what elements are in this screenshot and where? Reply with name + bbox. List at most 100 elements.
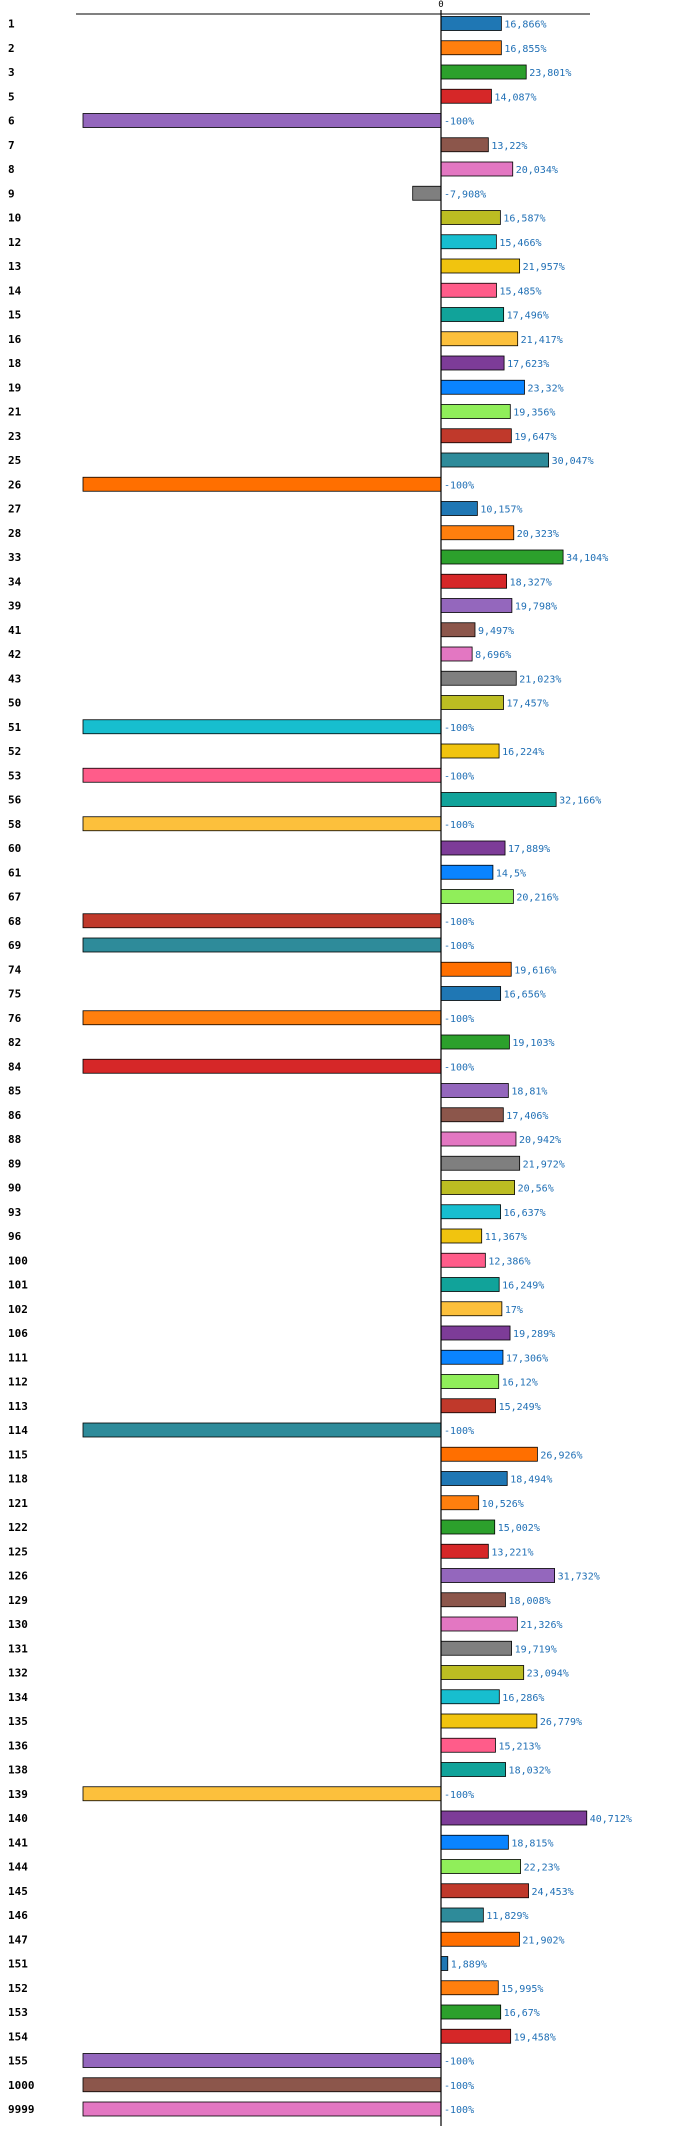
category-label-14: 14 bbox=[8, 284, 22, 297]
value-label-28: 20,323% bbox=[517, 529, 559, 540]
category-label-102: 102 bbox=[8, 1303, 28, 1316]
category-label-25: 25 bbox=[8, 454, 21, 467]
bar-75 bbox=[440, 986, 502, 1001]
category-label-89: 89 bbox=[8, 1157, 21, 1170]
bar-155 bbox=[82, 2053, 442, 2068]
category-label-115: 115 bbox=[8, 1448, 28, 1461]
bar-88 bbox=[440, 1131, 517, 1147]
value-label-135: 26,779% bbox=[540, 1717, 582, 1728]
value-label-93: 16,637% bbox=[504, 1208, 546, 1219]
bar-114 bbox=[82, 1422, 442, 1438]
value-label-56: 32,166% bbox=[559, 796, 601, 807]
bar-1 bbox=[440, 16, 502, 31]
value-label-42: 8,696% bbox=[475, 650, 511, 661]
category-label-134: 134 bbox=[8, 1691, 28, 1704]
value-label-132: 23,094% bbox=[527, 1669, 569, 1680]
value-label-88: 20,942% bbox=[519, 1135, 561, 1146]
value-label-9: -7,908% bbox=[444, 189, 486, 200]
bar-131 bbox=[440, 1640, 512, 1656]
category-label-151: 151 bbox=[8, 1958, 28, 1971]
category-label-132: 132 bbox=[8, 1667, 28, 1680]
category-label-114: 114 bbox=[8, 1424, 28, 1437]
value-label-139: -100% bbox=[444, 1790, 474, 1801]
value-label-12: 15,466% bbox=[499, 238, 541, 249]
bar-13 bbox=[440, 258, 521, 274]
value-label-96: 11,367% bbox=[485, 1232, 527, 1243]
value-label-121: 10,526% bbox=[482, 1499, 524, 1510]
bar-112 bbox=[440, 1374, 500, 1389]
value-label-10: 16,587% bbox=[503, 214, 545, 225]
category-label-144: 144 bbox=[8, 1861, 28, 1874]
value-label-90: 20,56% bbox=[518, 1184, 554, 1195]
value-label-69: -100% bbox=[444, 941, 474, 952]
category-label-147: 147 bbox=[8, 1933, 28, 1946]
bar-18 bbox=[440, 355, 505, 371]
category-label-136: 136 bbox=[8, 1739, 28, 1752]
bar-10 bbox=[440, 210, 501, 225]
value-label-75: 16,656% bbox=[504, 990, 546, 1001]
value-label-152: 15,995% bbox=[501, 1984, 543, 1995]
bar-21 bbox=[440, 404, 511, 419]
value-label-111: 17,306% bbox=[506, 1353, 548, 1364]
value-label-76: -100% bbox=[444, 1014, 474, 1025]
value-label-144: 22,23% bbox=[524, 1863, 560, 1874]
bar-7 bbox=[440, 137, 489, 153]
category-label-58: 58 bbox=[8, 818, 21, 831]
bar-1000 bbox=[82, 2077, 442, 2093]
value-label-129: 18,008% bbox=[508, 1596, 550, 1607]
category-label-13: 13 bbox=[8, 260, 21, 273]
bar-118 bbox=[440, 1471, 508, 1486]
bar-3 bbox=[440, 64, 527, 80]
category-label-135: 135 bbox=[8, 1715, 28, 1728]
bar-85 bbox=[440, 1083, 509, 1098]
bar-43 bbox=[440, 670, 517, 686]
bar-146 bbox=[440, 1907, 484, 1923]
bar-41 bbox=[440, 622, 476, 638]
category-label-60: 60 bbox=[8, 842, 21, 855]
value-label-6: -100% bbox=[444, 117, 474, 128]
bar-96 bbox=[440, 1228, 483, 1244]
value-label-33: 34,104% bbox=[566, 553, 608, 564]
value-label-115: 26,926% bbox=[540, 1450, 582, 1461]
value-label-41: 9,497% bbox=[478, 626, 514, 637]
category-label-82: 82 bbox=[8, 1036, 21, 1049]
bar-53 bbox=[82, 767, 442, 783]
value-label-140: 40,712% bbox=[590, 1814, 632, 1825]
category-label-21: 21 bbox=[8, 406, 22, 419]
category-label-43: 43 bbox=[8, 672, 21, 685]
value-label-151: 1,889% bbox=[451, 1960, 487, 1971]
bar-138 bbox=[440, 1762, 506, 1777]
category-label-145: 145 bbox=[8, 1885, 28, 1898]
bar-145 bbox=[440, 1883, 529, 1899]
category-label-56: 56 bbox=[8, 794, 22, 807]
category-label-146: 146 bbox=[8, 1909, 28, 1922]
category-label-140: 140 bbox=[8, 1812, 28, 1825]
value-label-39: 19,798% bbox=[515, 602, 557, 613]
value-label-18: 17,623% bbox=[507, 359, 549, 370]
category-label-122: 122 bbox=[8, 1521, 28, 1534]
category-label-141: 141 bbox=[8, 1836, 28, 1849]
category-label-28: 28 bbox=[8, 527, 21, 540]
category-label-131: 131 bbox=[8, 1642, 28, 1655]
bar-106 bbox=[440, 1325, 511, 1341]
value-label-130: 21,326% bbox=[520, 1620, 562, 1631]
value-label-85: 18,81% bbox=[511, 1087, 547, 1098]
bar-144 bbox=[440, 1859, 521, 1874]
category-label-152: 152 bbox=[8, 1982, 28, 1995]
value-label-21: 19,356% bbox=[513, 408, 555, 419]
value-label-60: 17,889% bbox=[508, 844, 550, 855]
bar-39 bbox=[440, 598, 513, 613]
value-label-9999: -100% bbox=[444, 2105, 474, 2116]
category-label-67: 67 bbox=[8, 891, 21, 904]
value-label-52: 16,224% bbox=[502, 747, 544, 758]
value-label-67: 20,216% bbox=[516, 893, 558, 904]
bar-5 bbox=[440, 88, 492, 104]
bar-52 bbox=[440, 743, 500, 759]
category-label-88: 88 bbox=[8, 1133, 21, 1146]
value-label-3: 23,801% bbox=[529, 68, 571, 79]
value-label-15: 17,496% bbox=[507, 311, 549, 322]
value-label-118: 18,494% bbox=[510, 1475, 552, 1486]
bar-129 bbox=[440, 1592, 506, 1608]
bar-33 bbox=[440, 549, 564, 565]
category-label-19: 19 bbox=[8, 381, 21, 394]
